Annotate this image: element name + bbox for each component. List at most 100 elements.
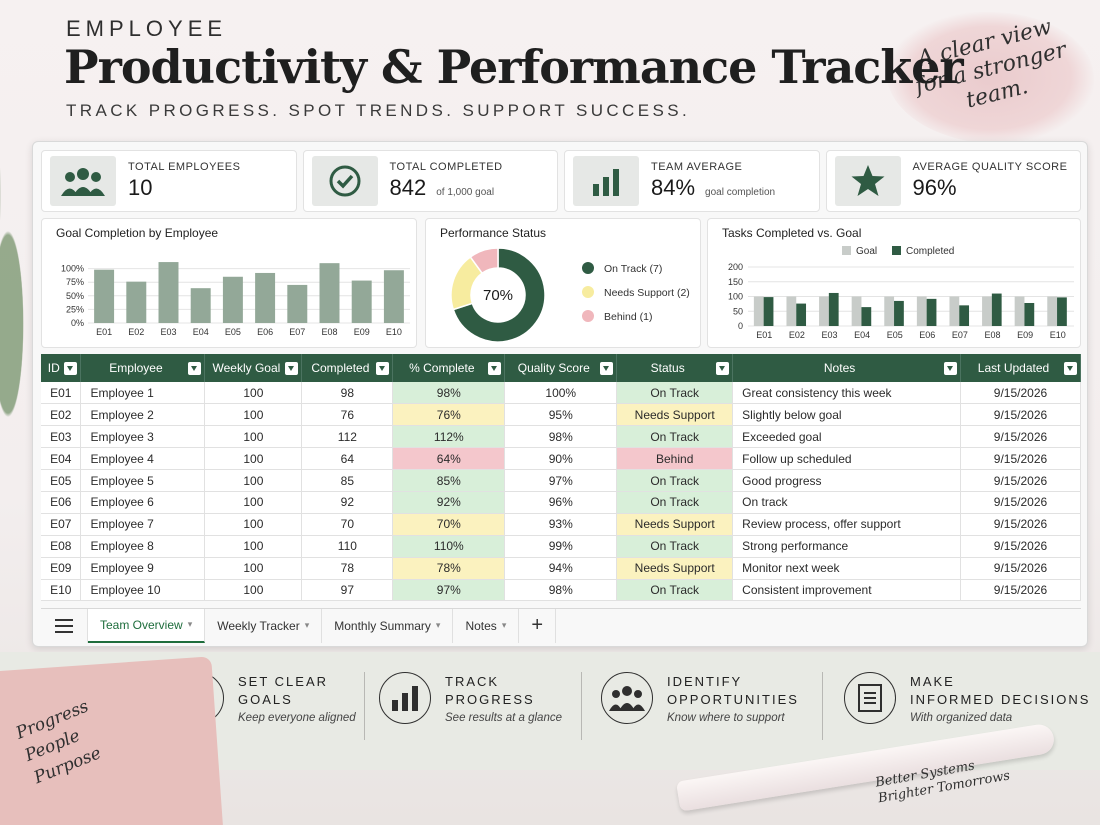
table-cell[interactable]: On Track <box>616 382 734 405</box>
table-cell[interactable]: 9/15/2026 <box>960 579 1081 602</box>
column-header[interactable]: Status <box>616 354 734 382</box>
table-cell[interactable]: 100 <box>204 535 303 558</box>
table-cell[interactable]: E01 <box>41 382 82 405</box>
table-cell[interactable]: 110% <box>392 535 506 558</box>
table-cell[interactable]: On track <box>732 491 961 514</box>
table-cell[interactable]: 9/15/2026 <box>960 425 1081 449</box>
table-cell[interactable]: Needs Support <box>616 403 734 427</box>
table-cell[interactable]: Behind <box>616 447 734 471</box>
table-cell[interactable]: 9/15/2026 <box>960 382 1081 405</box>
table-cell[interactable]: E07 <box>41 513 82 536</box>
table-cell[interactable]: 99% <box>504 535 618 558</box>
table-cell[interactable]: Great consistency this week <box>732 382 961 405</box>
table-cell[interactable]: 98% <box>392 382 506 405</box>
table-cell[interactable]: 76 <box>301 403 394 427</box>
filter-dropdown-icon[interactable] <box>944 362 957 375</box>
table-cell[interactable]: Consistent improvement <box>732 579 961 602</box>
table-cell[interactable]: Strong performance <box>732 535 961 558</box>
table-cell[interactable]: Employee 8 <box>80 535 206 558</box>
table-cell[interactable]: 92% <box>392 491 506 514</box>
table-cell[interactable]: 78% <box>392 557 506 580</box>
table-cell[interactable]: Exceeded goal <box>732 425 961 449</box>
table-cell[interactable]: 100 <box>204 469 303 492</box>
table-cell[interactable]: 9/15/2026 <box>960 513 1081 536</box>
table-cell[interactable]: On Track <box>616 579 734 602</box>
column-header[interactable]: Notes <box>732 354 961 382</box>
table-cell[interactable]: E08 <box>41 535 82 558</box>
table-cell[interactable]: E10 <box>41 579 82 602</box>
tab-monthly-summary[interactable]: Monthly Summary ▾ <box>322 608 454 643</box>
table-cell[interactable]: E04 <box>41 447 82 471</box>
table-cell[interactable]: Employee 3 <box>80 425 206 449</box>
table-cell[interactable]: On Track <box>616 469 734 492</box>
table-cell[interactable]: 100 <box>204 579 303 602</box>
filter-dropdown-icon[interactable] <box>64 362 78 375</box>
table-cell[interactable]: Monitor next week <box>732 557 961 580</box>
table-cell[interactable]: 9/15/2026 <box>960 447 1081 471</box>
table-cell[interactable]: 97% <box>504 469 618 492</box>
table-cell[interactable]: Employee 6 <box>80 491 206 514</box>
table-cell[interactable]: 97 <box>301 579 394 602</box>
table-cell[interactable]: 100 <box>204 425 303 449</box>
filter-dropdown-icon[interactable] <box>488 362 502 375</box>
table-cell[interactable]: 9/15/2026 <box>960 535 1081 558</box>
table-cell[interactable]: 64 <box>301 447 394 471</box>
table-cell[interactable]: 85 <box>301 469 394 492</box>
table-cell[interactable]: Follow up scheduled <box>732 447 961 471</box>
add-sheet-button[interactable]: + <box>519 608 557 643</box>
table-cell[interactable]: 9/15/2026 <box>960 557 1081 580</box>
column-header[interactable]: Quality Score <box>504 354 618 382</box>
table-cell[interactable]: On Track <box>616 491 734 514</box>
filter-dropdown-icon[interactable] <box>716 362 730 375</box>
table-cell[interactable]: E09 <box>41 557 82 580</box>
filter-dropdown-icon[interactable] <box>1064 362 1077 375</box>
table-cell[interactable]: 93% <box>504 513 618 536</box>
table-cell[interactable]: 98% <box>504 579 618 602</box>
table-cell[interactable]: Employee 2 <box>80 403 206 427</box>
table-cell[interactable]: 98 <box>301 382 394 405</box>
filter-dropdown-icon[interactable] <box>188 362 202 375</box>
table-cell[interactable]: Needs Support <box>616 513 734 536</box>
table-cell[interactable]: 70% <box>392 513 506 536</box>
table-cell[interactable]: Employee 1 <box>80 382 206 405</box>
column-header[interactable]: Employee <box>80 354 206 382</box>
column-header[interactable]: Completed <box>301 354 394 382</box>
table-cell[interactable]: 100 <box>204 491 303 514</box>
table-cell[interactable]: 94% <box>504 557 618 580</box>
table-cell[interactable]: On Track <box>616 535 734 558</box>
table-cell[interactable]: 100 <box>204 513 303 536</box>
table-cell[interactable]: 85% <box>392 469 506 492</box>
table-cell[interactable]: Employee 9 <box>80 557 206 580</box>
table-cell[interactable]: Good progress <box>732 469 961 492</box>
table-cell[interactable]: E06 <box>41 491 82 514</box>
table-cell[interactable]: 98% <box>504 425 618 449</box>
table-cell[interactable]: 100 <box>204 382 303 405</box>
table-cell[interactable]: E02 <box>41 403 82 427</box>
table-cell[interactable]: Slightly below goal <box>732 403 961 427</box>
table-cell[interactable]: On Track <box>616 425 734 449</box>
table-cell[interactable]: Employee 7 <box>80 513 206 536</box>
table-cell[interactable]: 100 <box>204 447 303 471</box>
table-cell[interactable]: Review process, offer support <box>732 513 961 536</box>
table-cell[interactable]: 100% <box>504 382 618 405</box>
table-cell[interactable]: 112% <box>392 425 506 449</box>
table-cell[interactable]: E03 <box>41 425 82 449</box>
column-header[interactable]: Weekly Goal <box>204 354 303 382</box>
table-cell[interactable]: 92 <box>301 491 394 514</box>
tab-team-overview[interactable]: Team Overview ▾ <box>88 608 206 643</box>
table-cell[interactable]: 9/15/2026 <box>960 403 1081 427</box>
filter-dropdown-icon[interactable] <box>285 362 299 375</box>
table-cell[interactable]: 9/15/2026 <box>960 469 1081 492</box>
tab-weekly-tracker[interactable]: Weekly Tracker ▾ <box>205 608 323 643</box>
filter-dropdown-icon[interactable] <box>376 362 390 375</box>
table-cell[interactable]: E05 <box>41 469 82 492</box>
table-cell[interactable]: 76% <box>392 403 506 427</box>
column-header[interactable]: ID <box>41 354 82 382</box>
column-header[interactable]: Last Updated <box>960 354 1081 382</box>
table-cell[interactable]: 110 <box>301 535 394 558</box>
filter-dropdown-icon[interactable] <box>600 362 614 375</box>
table-cell[interactable]: 78 <box>301 557 394 580</box>
table-cell[interactable]: 97% <box>392 579 506 602</box>
table-cell[interactable]: Needs Support <box>616 557 734 580</box>
table-cell[interactable]: 90% <box>504 447 618 471</box>
